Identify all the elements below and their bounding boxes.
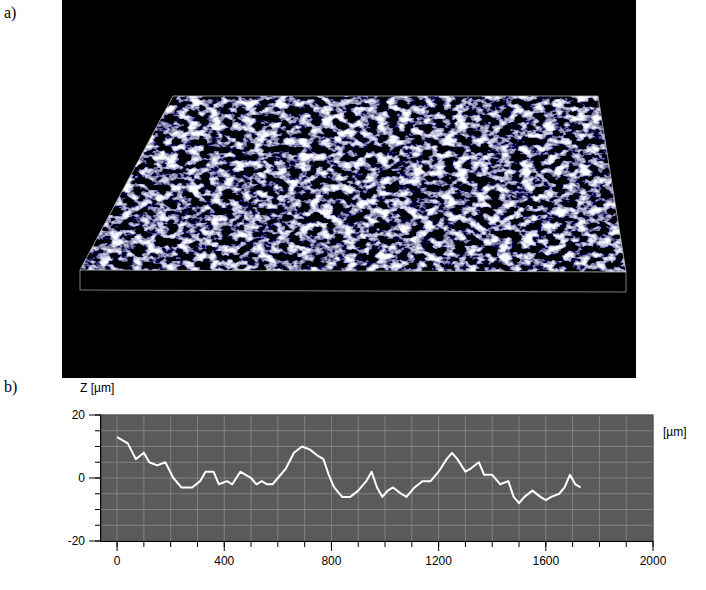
panel-label: b) — [4, 378, 17, 396]
x-minor-tick — [492, 541, 493, 547]
surface — [80, 96, 626, 272]
y-tick — [89, 415, 101, 416]
y-minor-tick — [95, 462, 101, 463]
y-minor-tick — [95, 525, 101, 526]
x-minor-tick — [572, 541, 573, 547]
data-group — [117, 437, 581, 503]
x-minor-tick — [277, 541, 278, 547]
x-tick-label: 1600 — [532, 554, 559, 568]
y-grid-line — [101, 446, 653, 447]
y-grid-line — [101, 462, 653, 463]
x-tick-label: 800 — [321, 554, 341, 568]
y-grid-line — [101, 525, 653, 526]
surface-box-edge — [598, 96, 599, 112]
x-axis-title: [µm] — [663, 425, 687, 439]
x-minor-tick — [626, 541, 627, 547]
figure: a)b)Z [µm]-200200400800120016002000[µm] — [0, 0, 706, 590]
x-minor-tick — [197, 541, 198, 547]
surface-base — [80, 96, 626, 272]
x-tick — [438, 541, 439, 551]
profile-line — [117, 437, 581, 503]
x-tick — [653, 541, 654, 551]
x-axis-line — [101, 541, 653, 542]
y-tick-label: 0 — [78, 471, 85, 485]
x-tick-label: 400 — [214, 554, 234, 568]
y-grid-line — [101, 478, 653, 479]
image-background — [62, 0, 636, 378]
x-tick — [331, 541, 332, 551]
surface-box-base — [80, 270, 626, 292]
plot-area — [101, 415, 653, 541]
x-minor-tick — [170, 541, 171, 547]
y-grid-line — [101, 509, 653, 510]
y-axis-title: Z [µm] — [80, 381, 114, 395]
y-tick-label: 20 — [72, 408, 86, 422]
x-minor-tick — [358, 541, 359, 547]
x-minor-tick — [465, 541, 466, 547]
x-tick — [224, 541, 225, 551]
x-minor-tick — [251, 541, 252, 547]
y-grid-line — [101, 493, 653, 494]
x-minor-tick — [385, 541, 386, 547]
x-tick-label: 0 — [114, 554, 121, 568]
surface-box — [80, 96, 626, 272]
x-tick — [117, 541, 118, 551]
y-minor-tick — [95, 493, 101, 494]
x-minor-tick — [519, 541, 520, 547]
plot-frame — [101, 415, 653, 541]
y-minor-tick — [95, 430, 101, 431]
x-minor-tick — [143, 541, 144, 547]
x-minor-tick — [411, 541, 412, 547]
x-tick — [545, 541, 546, 551]
x-minor-tick — [599, 541, 600, 547]
x-minor-tick — [304, 541, 305, 547]
surface-texture — [80, 96, 626, 272]
y-minor-tick — [95, 446, 101, 447]
panel-label: a) — [4, 4, 16, 22]
axes: -200200400800120016002000 — [68, 408, 667, 568]
x-tick-label: 2000 — [640, 554, 667, 568]
grid — [101, 415, 653, 541]
y-tick — [89, 541, 101, 542]
y-minor-tick — [95, 509, 101, 510]
y-tick-label: -20 — [68, 534, 86, 548]
y-grid-line — [101, 430, 653, 431]
y-tick — [89, 478, 101, 479]
x-tick-label: 1200 — [425, 554, 452, 568]
